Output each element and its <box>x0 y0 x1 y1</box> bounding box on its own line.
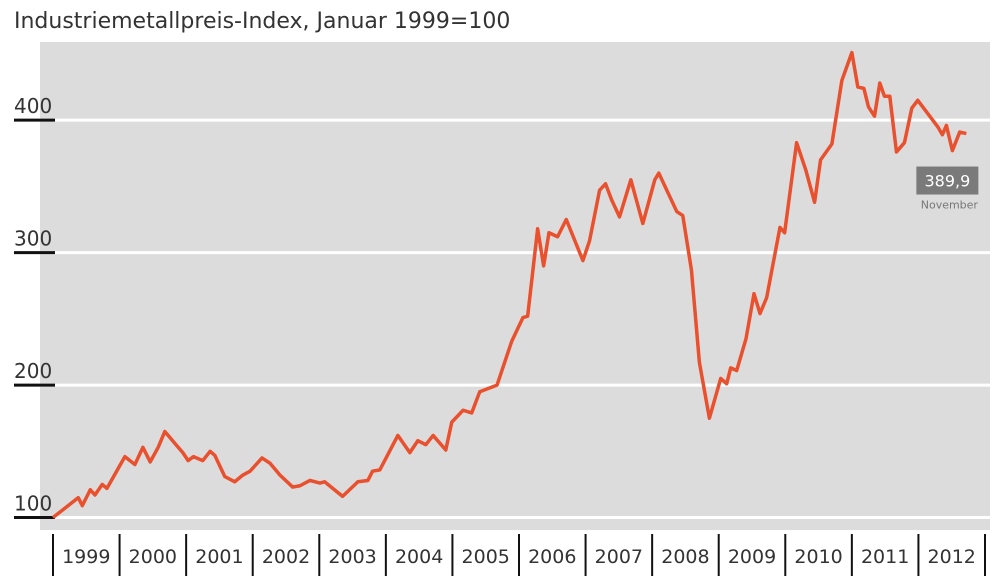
x-tick-label: 2001 <box>195 546 243 568</box>
data-line <box>51 50 967 519</box>
y-tick-label: 200 <box>14 359 52 383</box>
x-tick-label: 2007 <box>595 546 643 568</box>
x-tick-label: 2006 <box>528 546 576 568</box>
x-tick-label: 2003 <box>328 546 376 568</box>
y-tick-label: 400 <box>14 94 52 118</box>
y-tick-label: 300 <box>14 227 52 251</box>
x-tick-label: 2009 <box>728 546 776 568</box>
x-tick-label: 1999 <box>62 546 110 568</box>
annotation-note: November <box>921 199 979 212</box>
x-tick-label: 2010 <box>794 546 842 568</box>
plot-background <box>40 42 990 530</box>
x-tick-label: 2000 <box>129 546 177 568</box>
annotation-box <box>916 166 979 195</box>
chart-title: Industriemetallpreis-Index, Januar 1999=… <box>14 9 510 34</box>
x-tick-label: 2011 <box>861 546 909 568</box>
x-tick-label: 2012 <box>928 546 976 568</box>
x-tick-label: 2004 <box>395 546 443 568</box>
annotation-value: 389,9 <box>924 172 970 191</box>
y-tick-label: 100 <box>14 492 52 516</box>
x-tick-label: 2002 <box>262 546 310 568</box>
x-tick-label: 2005 <box>462 546 510 568</box>
x-tick-label: 2008 <box>661 546 709 568</box>
